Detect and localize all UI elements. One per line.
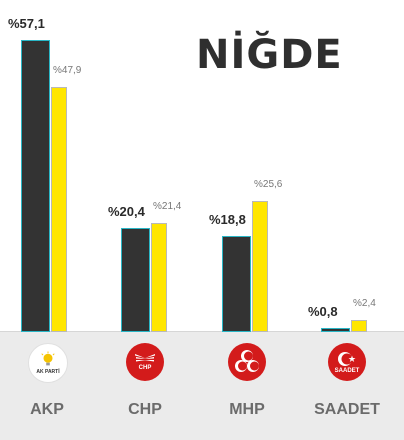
value-label-chp-dark: %20,4 <box>108 203 145 219</box>
three-crescents-icon <box>235 350 259 372</box>
bar-mhp-dark <box>222 235 251 332</box>
mhp-logo-icon <box>228 343 266 381</box>
six-arrows-icon <box>135 354 155 362</box>
bar-akp-yellow <box>51 87 67 332</box>
crescent-star-icon <box>338 352 356 366</box>
value-label-akp-yellow: %47,9 <box>53 65 82 77</box>
chp-logo-text: CHP <box>138 365 152 371</box>
saadet-logo-text: SAADET <box>334 368 360 374</box>
saadet-logo-icon: SAADET <box>328 343 366 381</box>
bar-chp-yellow <box>151 222 167 332</box>
value-label-mhp-yellow: %25,6 <box>254 179 283 191</box>
bar-saadet-yellow <box>351 319 367 332</box>
value-label-akp-dark: %57,1 <box>8 16 45 31</box>
bar-chp-dark <box>121 227 150 332</box>
chart-title: NİĞDE <box>196 32 343 78</box>
bar-akp-dark <box>21 40 50 332</box>
value-label-saadet-dark: %0,8 <box>308 303 338 319</box>
chp-logo-icon: CHP <box>126 343 164 381</box>
bar-saadet-dark <box>321 327 350 332</box>
party-name-akp: AKP <box>30 401 64 418</box>
x-axis-line <box>0 331 404 332</box>
value-label-saadet-yellow: %2,4 <box>353 297 376 309</box>
bar-mhp-yellow <box>252 201 268 332</box>
party-name-saadet: SAADET <box>314 401 380 418</box>
akp-logo-text: AK PARTİ <box>36 369 60 375</box>
value-label-chp-yellow: %21,4 <box>153 200 182 212</box>
party-name-mhp: MHP <box>229 401 265 418</box>
value-label-mhp-dark: %18,8 <box>209 211 246 227</box>
akp-logo-icon: AK PARTİ <box>28 343 68 383</box>
bulb-icon <box>41 351 55 366</box>
party-name-chp: CHP <box>128 401 162 418</box>
